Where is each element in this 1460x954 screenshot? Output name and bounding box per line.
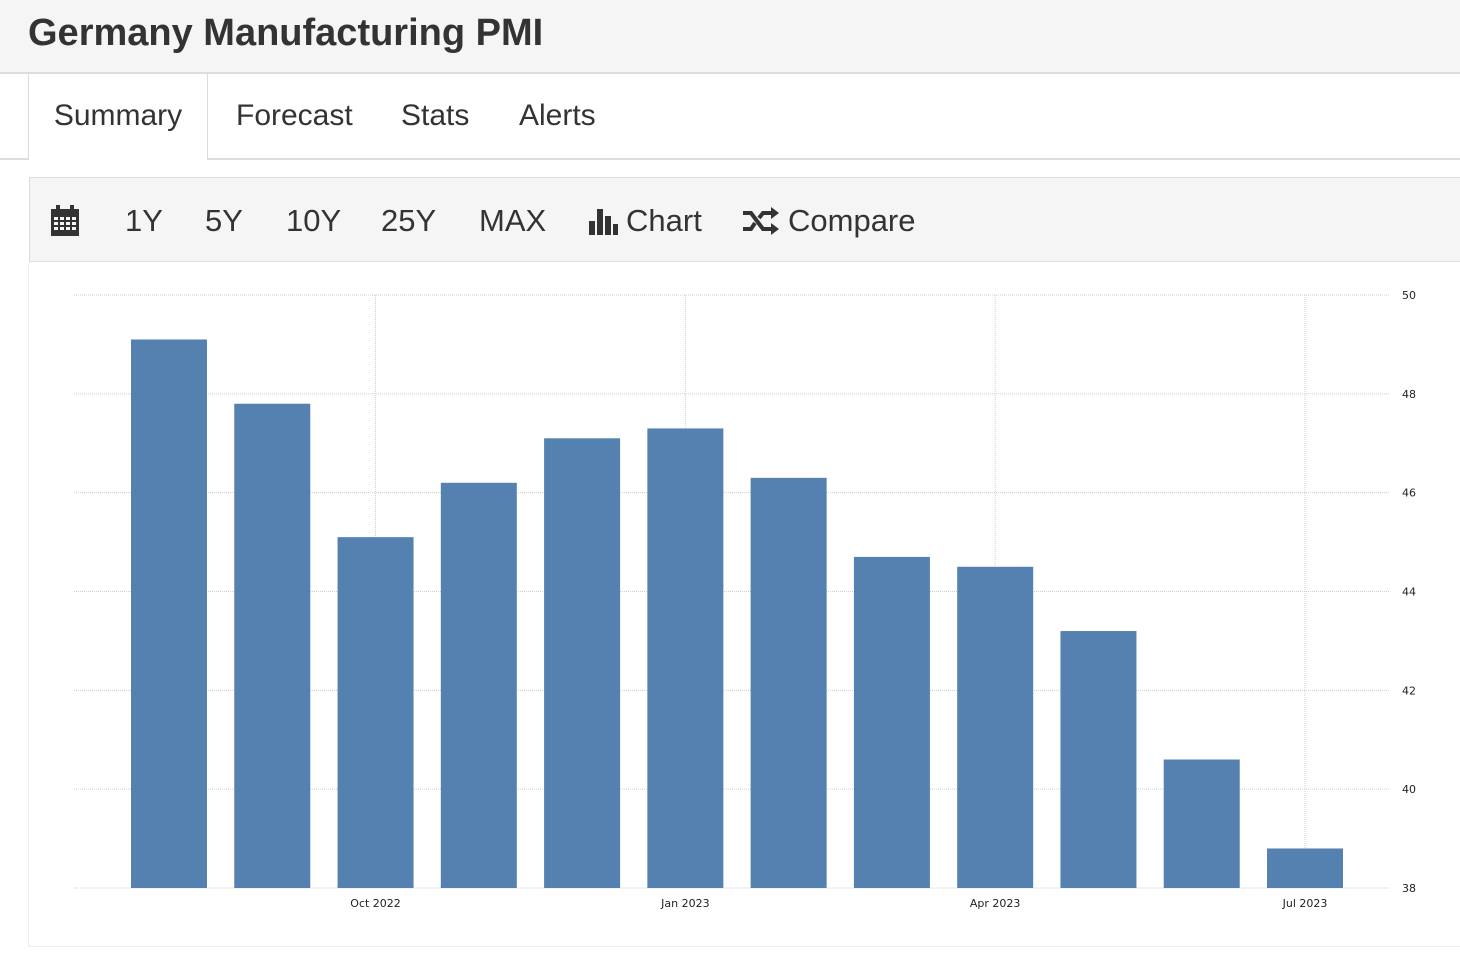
bar-apr-2023[interactable] xyxy=(957,566,1034,888)
shuffle-icon xyxy=(743,206,779,235)
bar-jul-2023[interactable] xyxy=(1267,848,1343,888)
chart-type-button[interactable]: Chart xyxy=(588,178,702,263)
page-title: Germany Manufacturing PMI xyxy=(28,12,544,54)
bar-aug-2022[interactable] xyxy=(131,339,207,889)
x-tick-label: Jan 2023 xyxy=(660,897,709,910)
bar-chart-icon xyxy=(589,208,618,235)
bar-jun-2023[interactable] xyxy=(1163,759,1240,888)
y-tick-label: 48 xyxy=(1402,388,1416,401)
bar-sep-2022[interactable] xyxy=(234,403,311,888)
tab-bar: Summary Forecast Stats Alerts xyxy=(0,74,1460,160)
y-tick-label: 46 xyxy=(1402,487,1416,500)
x-tick-label: Apr 2023 xyxy=(970,897,1021,910)
y-tick-label: 50 xyxy=(1402,289,1416,302)
bar-nov-2022[interactable] xyxy=(440,482,517,888)
y-tick-label: 42 xyxy=(1402,684,1416,697)
bar-may-2023[interactable] xyxy=(1060,631,1137,888)
x-tick-label: Jul 2023 xyxy=(1282,897,1328,910)
calendar-button[interactable] xyxy=(50,178,88,263)
tab-stats[interactable]: Stats xyxy=(401,99,470,132)
compare-button[interactable]: Compare xyxy=(742,178,916,263)
chart-toolbar: 1Y 5Y 10Y 25Y MAX Chart Compare xyxy=(29,177,1460,262)
calendar-icon xyxy=(51,204,79,236)
pmi-bar-chart: 50 48 46 44 42 40 38 Oct 2022 Jan 2023 Apr 2023 Ju… xyxy=(74,289,1416,910)
range-5y-button[interactable]: 5Y xyxy=(205,203,243,238)
bar-jan-2023[interactable] xyxy=(647,428,724,888)
compare-label: Compare xyxy=(788,203,916,238)
range-max-button[interactable]: MAX xyxy=(479,203,547,238)
page-header: Germany Manufacturing PMI xyxy=(0,0,1460,74)
y-tick-label: 44 xyxy=(1402,586,1416,599)
bar-oct-2022[interactable] xyxy=(337,537,414,888)
tab-alerts[interactable]: Alerts xyxy=(519,99,596,132)
y-tick-label: 38 xyxy=(1402,882,1416,895)
bar-feb-2023[interactable] xyxy=(750,477,827,888)
bar-mar-2023[interactable] xyxy=(853,556,930,888)
range-10y-button[interactable]: 10Y xyxy=(286,203,342,238)
tab-summary[interactable]: Summary xyxy=(28,74,208,160)
x-tick-label: Oct 2022 xyxy=(350,897,401,910)
tab-forecast[interactable]: Forecast xyxy=(236,99,353,132)
y-tick-label: 40 xyxy=(1402,783,1416,796)
chart-type-label: Chart xyxy=(626,203,702,238)
chart-area: 50 48 46 44 42 40 38 Oct 2022 Jan 2023 Apr 2023 Ju… xyxy=(28,264,1460,947)
range-1y-button[interactable]: 1Y xyxy=(125,203,163,238)
bar-dec-2022[interactable] xyxy=(544,438,621,888)
range-25y-button[interactable]: 25Y xyxy=(381,203,437,238)
